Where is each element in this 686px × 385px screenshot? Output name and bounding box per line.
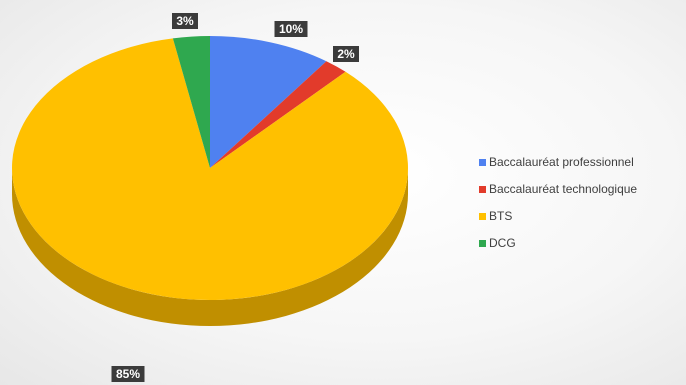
legend-swatch: [479, 240, 486, 247]
pie-slices: [11, 36, 408, 301]
data-label-text: 3%: [176, 14, 194, 28]
legend-item: DCG: [479, 236, 516, 250]
data-labels: 10% 2% 85% 3%: [111, 13, 359, 382]
legend-label: Baccalauréat technologique: [489, 182, 637, 196]
pie-side-walls: [12, 168, 408, 326]
data-label-2: 85%: [111, 366, 145, 382]
legend-swatch: [479, 159, 486, 166]
data-label-text: 85%: [116, 367, 140, 381]
legend-swatch: [479, 186, 486, 193]
data-label-box: [111, 366, 145, 382]
data-label-box: [333, 46, 359, 62]
data-label-0: 10%: [274, 21, 308, 37]
pie-slice-0: [210, 36, 327, 168]
legend-item: Baccalauréat technologique: [479, 182, 637, 196]
data-label-text: 2%: [337, 47, 355, 61]
legend-label: Baccalauréat professionnel: [489, 155, 634, 169]
pie-slice-3: [172, 36, 210, 168]
data-label-1: 2%: [333, 46, 359, 62]
legend-label: DCG: [489, 236, 516, 250]
legend-label: BTS: [489, 209, 512, 223]
legend-swatch: [479, 213, 486, 220]
data-label-box: [172, 13, 198, 29]
legend-item: BTS: [479, 209, 512, 223]
legend-item: Baccalauréat professionnel: [479, 155, 634, 169]
legend: Baccalauréat professionnel Baccalauréat t…: [479, 155, 637, 250]
pie-slice-2: [11, 38, 408, 301]
pie-slice-side-2: [12, 168, 408, 326]
data-label-3: 3%: [172, 13, 198, 29]
data-label-box: [274, 21, 308, 37]
pie-slice-1: [210, 61, 346, 168]
data-label-text: 10%: [279, 22, 303, 36]
